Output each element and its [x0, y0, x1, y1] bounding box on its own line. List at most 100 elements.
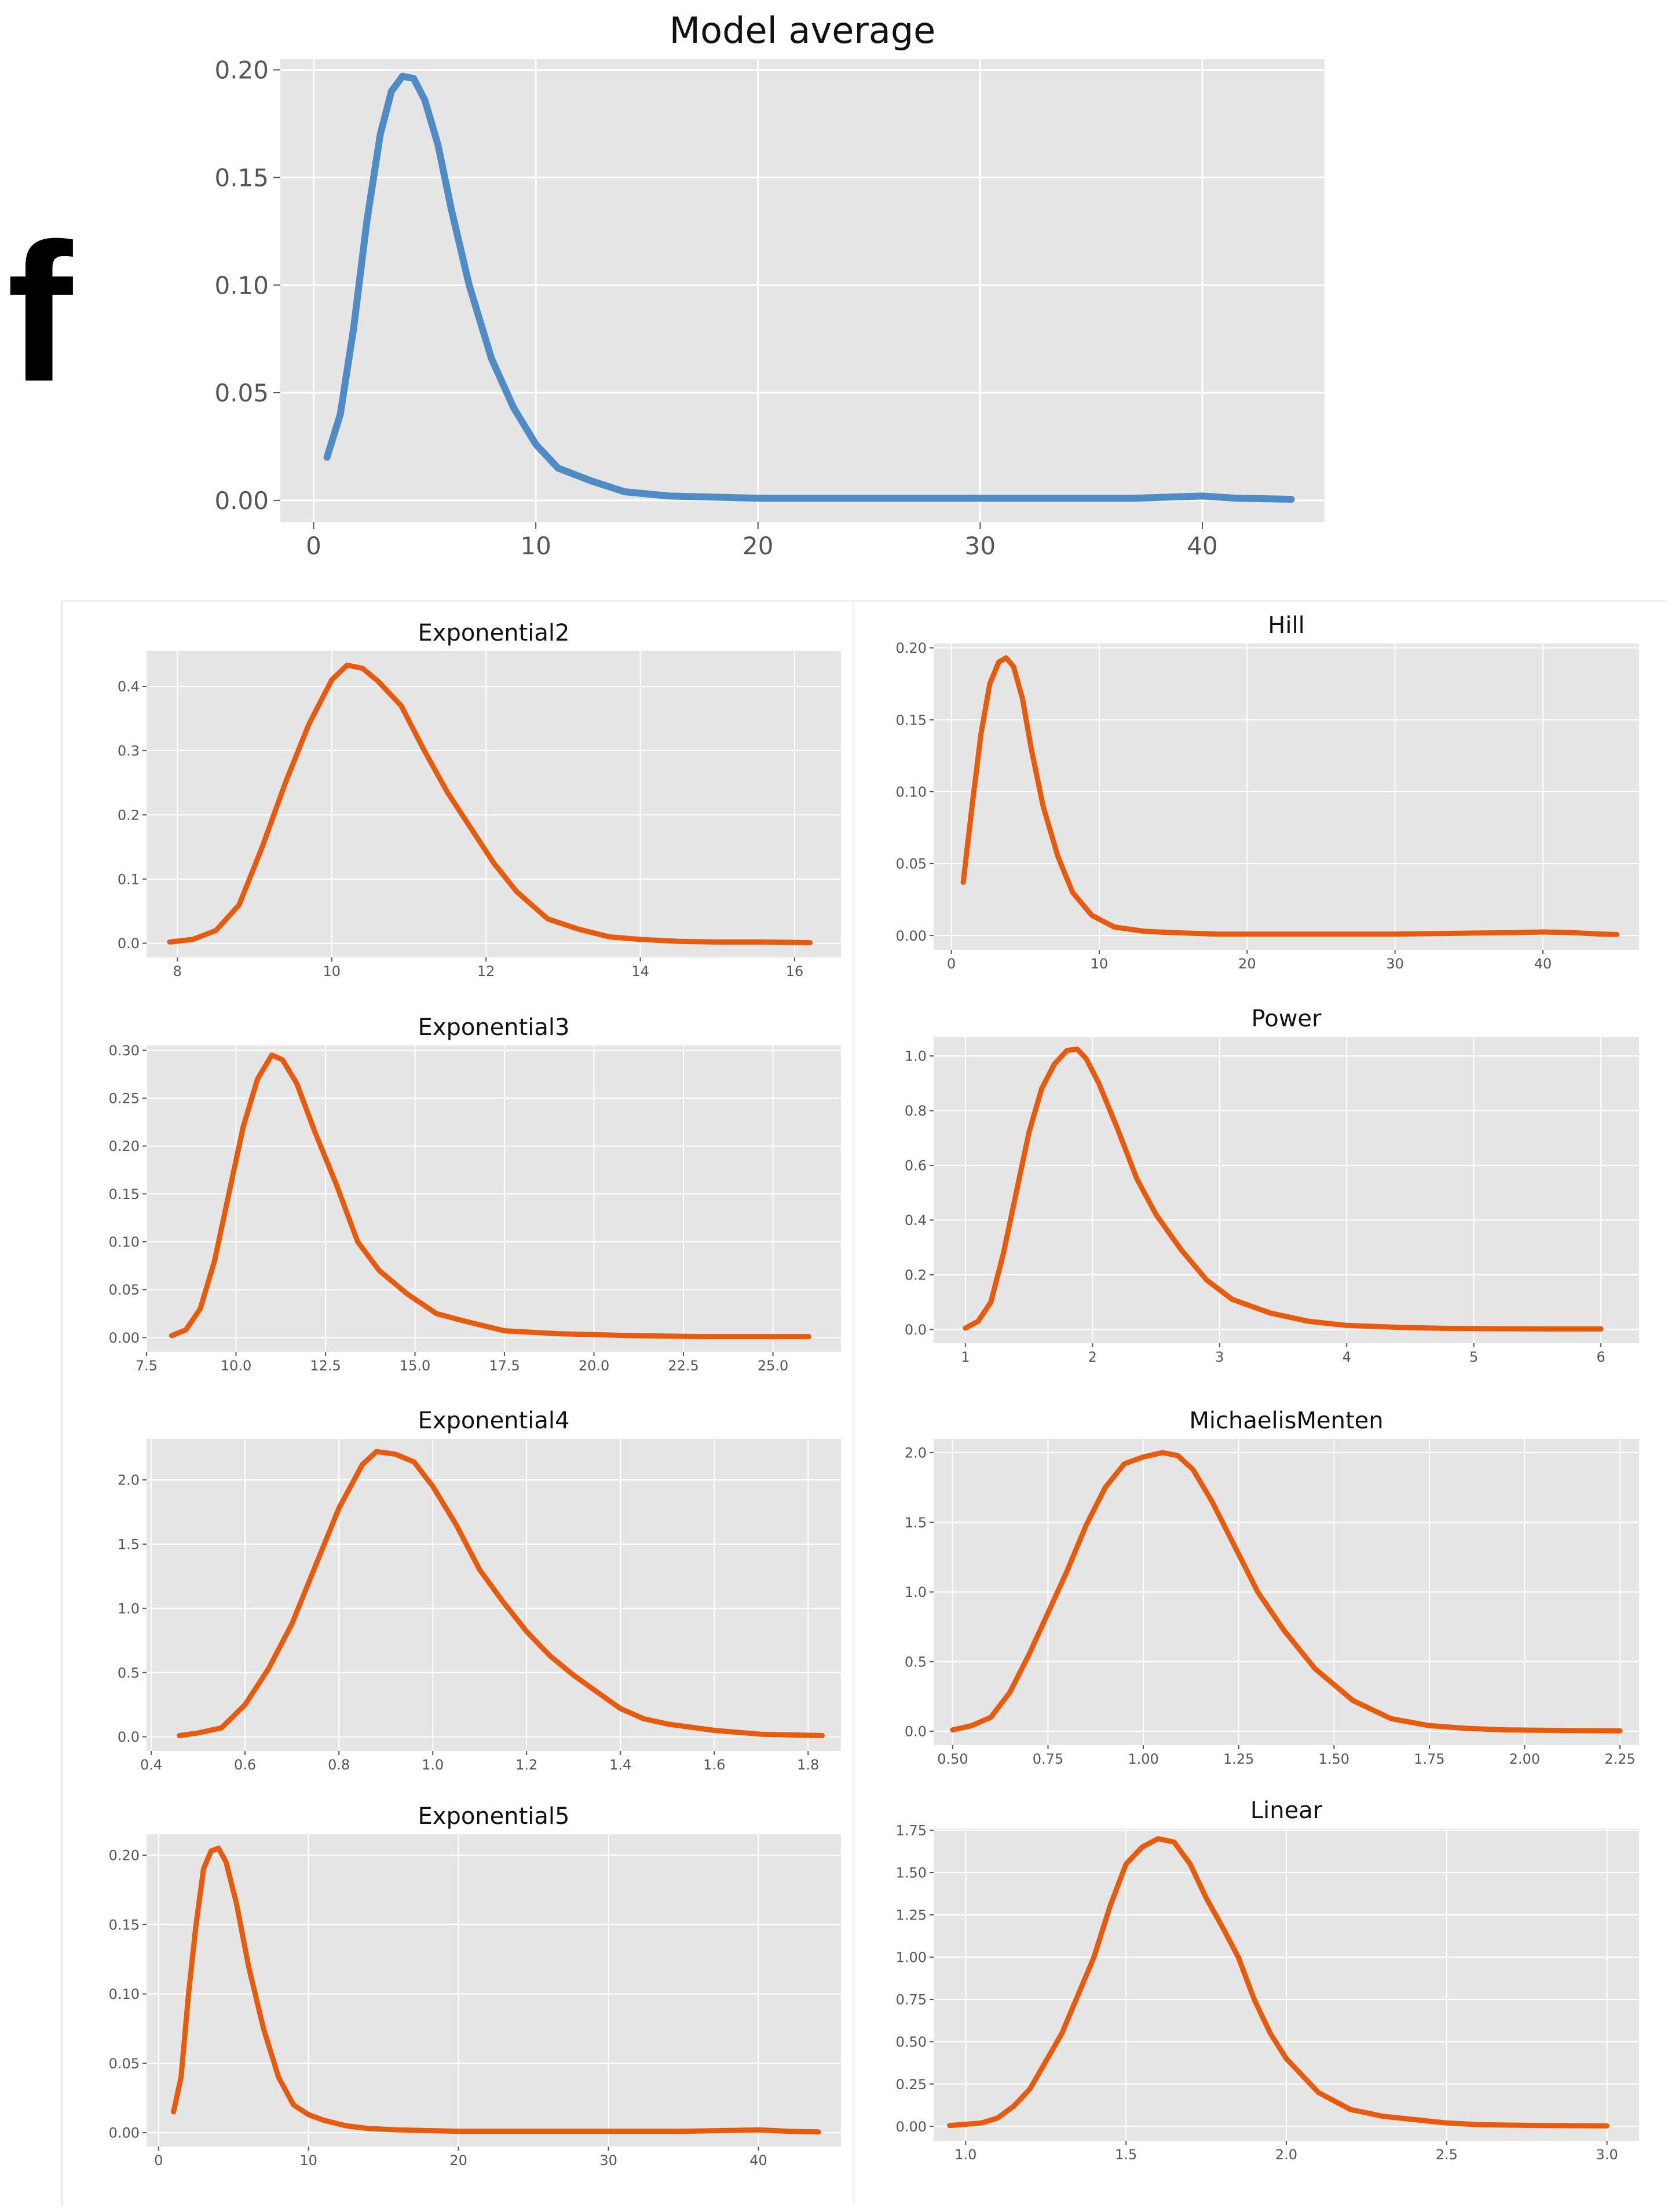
plot-area: [934, 644, 1639, 950]
series-line-exponential5: [171, 1845, 821, 2135]
x-tick-label: 2.0: [1275, 2147, 1297, 2163]
x-tick-label: 20: [1238, 956, 1256, 972]
y-tick-label: 1.75: [896, 1823, 927, 1839]
chart-exponential2: 8 10 12 14 16 0.0 0.1 0.2 0.3 0.4 Exponential2: [118, 620, 841, 979]
chart-title: Exponential5: [418, 1803, 570, 1830]
y-tick-label: 0.2: [905, 1267, 927, 1284]
x-tick-label: 1.5: [1115, 2147, 1137, 2163]
x-tick-label: 10: [299, 2152, 317, 2169]
series-line-hill: [960, 655, 1620, 937]
y-tick-label: 1.50: [896, 1865, 927, 1881]
y-tick-label: 0.0: [118, 935, 140, 952]
plot-area: [147, 1439, 841, 1751]
x-tick-label: 20: [742, 532, 773, 560]
y-tick-label: 0.15: [896, 712, 927, 728]
y-tick-label: 1.00: [896, 1950, 927, 1966]
x-tick-label: 1.0: [954, 2147, 976, 2163]
y-tick-label: 0.75: [896, 1992, 927, 2008]
y-tick-label: 0.0: [118, 1729, 140, 1745]
x-tick-label: 0.50: [937, 1751, 968, 1767]
chart-michaelismenten: 0.50 0.75 1.00 1.25 1.50 1.75 2.00 2.25 0.0 0.5 1.…: [905, 1407, 1639, 1767]
y-tick-label: 1.0: [118, 1600, 140, 1617]
panel-label: f: [7, 203, 73, 423]
x-tick-label: 10: [1091, 956, 1109, 972]
chart-exponential4: 0.4 0.6 0.8 1.0 1.2 1.4 1.6 1.8 0.0 0.5 1.0 1.5 2.0 E…: [118, 1407, 841, 1773]
x-tick-label: 12: [477, 963, 495, 979]
chart-title: Power: [1252, 1006, 1322, 1032]
y-tick-label: 0.8: [905, 1103, 927, 1119]
x-tick-label: 30: [599, 2152, 617, 2169]
y-tick-label: 0.00: [109, 2125, 140, 2141]
chart-title: MichaelisMenten: [1189, 1407, 1383, 1434]
x-tick-label: 10: [520, 532, 551, 560]
y-tick-label: 0.10: [214, 271, 269, 299]
x-tick-label: 7.5: [136, 1358, 158, 1374]
chart-exponential5: 0 10 20 30 40 0.00 0.05 0.10 0.15 0.20 Exponential…: [109, 1803, 841, 2169]
y-tick-label: 0.20: [109, 1848, 140, 1864]
x-tick-label: 1.0: [422, 1757, 444, 1773]
y-tick-label: 1.25: [896, 1907, 927, 1924]
y-tick-label: 0.15: [109, 1917, 140, 1933]
x-tick-label: 3: [1215, 1349, 1224, 1365]
chart-power: 1 2 3 4 5 6 0.0 0.2 0.4 0.6 0.8 1.0 Power: [905, 1006, 1639, 1365]
series-line-michaelismenten: [950, 1450, 1623, 1734]
chart-title: Exponential2: [418, 620, 570, 646]
subplots-frame: [61, 600, 1667, 2206]
y-tick-label: 0.05: [896, 856, 927, 872]
chart-title: Exponential4: [418, 1407, 570, 1434]
y-tick-label: 0.25: [109, 1091, 140, 1107]
series-line-exponential4: [177, 1449, 825, 1738]
x-tick-label: 16: [786, 963, 804, 979]
chart-hill: 0 10 20 30 40 0.00 0.05 0.10 0.15 0.20 Hill: [896, 612, 1639, 972]
y-tick-label: 0.5: [905, 1654, 927, 1670]
x-tick-label: 1.8: [797, 1757, 819, 1773]
x-tick-label: 22.5: [668, 1358, 698, 1374]
y-tick-label: 0.10: [109, 1234, 140, 1251]
y-tick-label: 2.0: [905, 1445, 927, 1461]
plot-area: [147, 1045, 841, 1352]
x-tick-label: 10.0: [221, 1358, 251, 1374]
y-tick-label: 1.5: [118, 1537, 140, 1553]
y-tick-label: 0.1: [118, 871, 140, 887]
series-line-model-average: [323, 72, 1295, 503]
y-tick-label: 0.0: [905, 1322, 927, 1338]
x-tick-label: 40: [749, 2152, 767, 2169]
plot-area: [934, 1037, 1639, 1343]
y-tick-label: 1.0: [905, 1584, 927, 1600]
y-tick-label: 0.05: [109, 1282, 140, 1298]
x-tick-label: 40: [1534, 956, 1552, 972]
x-tick-label: 12.5: [310, 1358, 341, 1374]
x-tick-label: 1.4: [609, 1757, 631, 1773]
y-tick-label: 0.20: [214, 56, 269, 85]
x-tick-label: 0: [306, 532, 321, 560]
y-tick-label: 0.4: [905, 1212, 927, 1229]
y-tick-label: 0.6: [905, 1158, 927, 1174]
y-tick-label: 0.05: [109, 2056, 140, 2072]
y-tick-label: 0.10: [896, 784, 927, 800]
y-tick-label: 0.50: [896, 2034, 927, 2050]
y-tick-label: 0.25: [896, 2076, 927, 2093]
y-tick-label: 1.0: [905, 1048, 927, 1065]
x-tick-label: 17.5: [489, 1358, 520, 1374]
x-tick-label: 10: [323, 963, 341, 979]
series-line-exponential2: [167, 662, 813, 945]
x-tick-label: 6: [1597, 1349, 1605, 1365]
x-tick-label: 8: [173, 963, 182, 979]
y-tick-label: 0.05: [214, 379, 269, 407]
x-tick-label: 1.75: [1414, 1751, 1444, 1767]
y-tick-label: 0.20: [896, 640, 927, 656]
x-tick-label: 3.0: [1596, 2147, 1618, 2163]
y-tick-label: 0.4: [118, 679, 140, 695]
x-tick-label: 1.2: [515, 1757, 537, 1773]
y-tick-label: 0.00: [109, 1330, 140, 1346]
x-tick-label: 0: [154, 2152, 163, 2169]
x-tick-label: 25.0: [758, 1358, 788, 1374]
x-tick-label: 2.5: [1436, 2147, 1458, 2163]
y-tick-label: 1.5: [905, 1515, 927, 1531]
x-tick-label: 40: [1187, 532, 1217, 560]
plot-area: [147, 651, 841, 957]
chart-title: Hill: [1268, 612, 1304, 639]
subplots-right-column-frame: [853, 600, 1665, 2204]
x-tick-label: 20: [449, 2152, 467, 2169]
